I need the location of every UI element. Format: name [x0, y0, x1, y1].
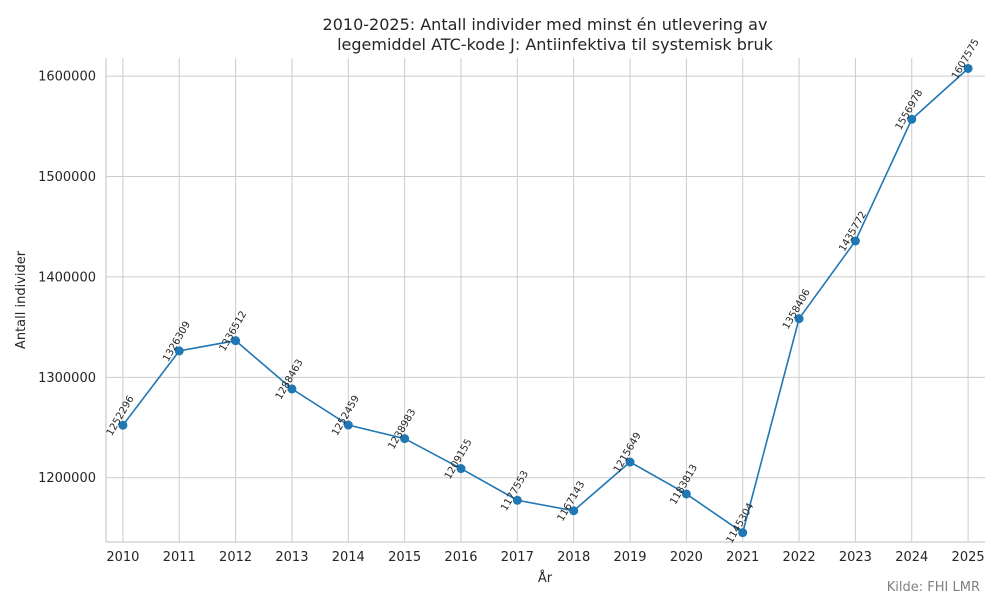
x-tick-label: 2020 — [670, 550, 703, 565]
series-markers — [118, 63, 973, 538]
x-axis-label: År — [538, 570, 553, 586]
data-point — [456, 464, 466, 474]
data-point — [174, 346, 184, 356]
x-tick-label: 2017 — [501, 550, 534, 565]
x-tick-label: 2012 — [219, 550, 252, 565]
y-tick-label: 1200000 — [38, 471, 96, 486]
data-label: 1336512 — [218, 309, 250, 353]
data-label: 1177553 — [499, 469, 531, 513]
x-tick-label: 2023 — [839, 550, 872, 565]
data-label: 1326309 — [161, 320, 193, 364]
data-point — [794, 314, 804, 324]
data-point — [850, 236, 860, 246]
x-tick-label: 2014 — [332, 550, 365, 565]
data-label: 1607575 — [950, 37, 982, 81]
data-point — [738, 528, 748, 538]
axes-spines — [105, 58, 985, 543]
data-point — [907, 114, 917, 124]
chart-title-line1: 2010-2025: Antall individer med minst én… — [323, 15, 768, 34]
x-tick-label: 2013 — [275, 550, 308, 565]
data-point — [231, 336, 241, 346]
chart-title-line2: legemiddel ATC-kode J: Antiinfektiva til… — [337, 35, 774, 54]
data-point — [287, 384, 297, 394]
x-tick-label: 2019 — [613, 550, 646, 565]
x-tick-labels: 2010 2011 2012 2013 2014 2015 2016 2017 2018 2019… — [106, 550, 984, 565]
y-tick-labels: 1200000 1300000 1400000 1500000 1600000 — [38, 70, 96, 487]
data-label: 1209155 — [443, 437, 475, 481]
data-label: 1215649 — [612, 431, 644, 475]
data-point — [681, 489, 691, 499]
data-label: 1167143 — [556, 479, 588, 523]
x-tick-label: 2021 — [726, 550, 759, 565]
grid — [106, 58, 985, 542]
data-label: 1252296 — [105, 394, 137, 438]
data-point — [400, 434, 410, 444]
data-label: 1238983 — [387, 407, 419, 451]
y-tick-label: 1600000 — [38, 70, 96, 85]
series-line — [122, 67, 969, 534]
data-point — [343, 420, 353, 430]
data-point — [625, 457, 635, 467]
y-tick-label: 1300000 — [38, 371, 96, 386]
data-point — [569, 506, 579, 516]
x-tick-label: 2010 — [106, 550, 139, 565]
data-point — [963, 63, 973, 73]
y-axis-label: Antall individer — [14, 250, 29, 349]
y-tick-label: 1500000 — [38, 170, 96, 185]
x-tick-label: 2022 — [783, 550, 816, 565]
x-tick-label: 2025 — [952, 550, 985, 565]
x-tick-label: 2018 — [557, 550, 590, 565]
source-note: Kilde: FHI LMR — [887, 580, 980, 595]
y-tick-label: 1400000 — [38, 270, 96, 285]
x-tick-label: 2015 — [388, 550, 421, 565]
x-tick-label: 2024 — [895, 550, 928, 565]
data-point — [118, 420, 128, 430]
x-tick-label: 2011 — [163, 550, 196, 565]
data-label: 1435772 — [837, 210, 869, 254]
x-tick-label: 2016 — [444, 550, 477, 565]
data-point — [512, 495, 522, 505]
